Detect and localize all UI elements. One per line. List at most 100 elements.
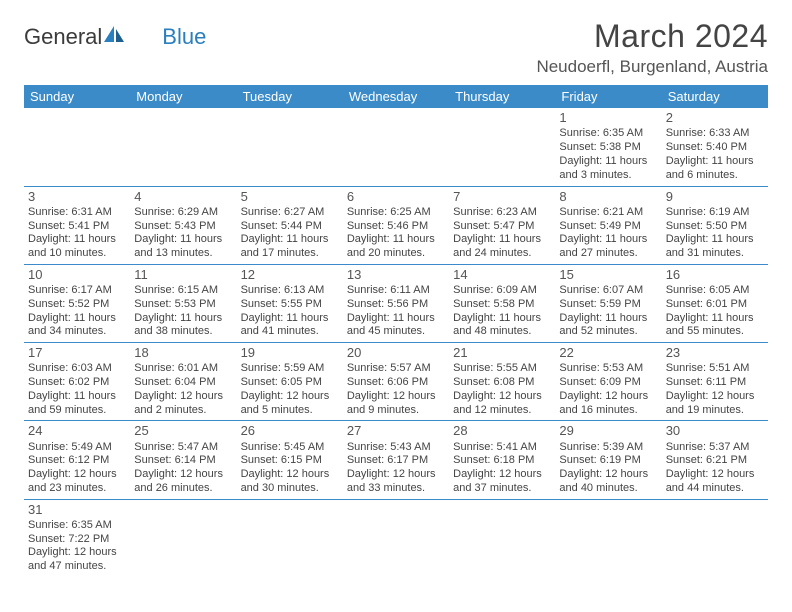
- day-number: 15: [559, 267, 657, 283]
- calendar-cell: 15Sunrise: 6:07 AMSunset: 5:59 PMDayligh…: [555, 264, 661, 342]
- sunrise-text: Sunrise: 5:39 AM: [559, 441, 657, 455]
- day-number: 11: [134, 267, 232, 283]
- calendar-cell: 5Sunrise: 6:27 AMSunset: 5:44 PMDaylight…: [237, 186, 343, 264]
- sunset-text: Sunset: 6:15 PM: [241, 454, 339, 468]
- sunset-text: Sunset: 6:17 PM: [347, 454, 445, 468]
- day2-text: and 44 minutes.: [666, 482, 764, 496]
- day2-text: and 31 minutes.: [666, 247, 764, 261]
- sunset-text: Sunset: 5:49 PM: [559, 220, 657, 234]
- calendar-cell: 31Sunrise: 6:35 AMSunset: 7:22 PMDayligh…: [24, 499, 130, 577]
- sunrise-text: Sunrise: 6:35 AM: [28, 519, 126, 533]
- sunrise-text: Sunrise: 6:33 AM: [666, 127, 764, 141]
- sunset-text: Sunset: 5:58 PM: [453, 298, 551, 312]
- sunset-text: Sunset: 6:21 PM: [666, 454, 764, 468]
- day-number: 27: [347, 423, 445, 439]
- day-number: 22: [559, 345, 657, 361]
- day-number: 12: [241, 267, 339, 283]
- day-number: 28: [453, 423, 551, 439]
- sunrise-text: Sunrise: 6:15 AM: [134, 284, 232, 298]
- calendar-cell: 8Sunrise: 6:21 AMSunset: 5:49 PMDaylight…: [555, 186, 661, 264]
- day-number: 20: [347, 345, 445, 361]
- day-number: 2: [666, 110, 764, 126]
- day1-text: Daylight: 11 hours: [347, 233, 445, 247]
- sunrise-text: Sunrise: 5:51 AM: [666, 362, 764, 376]
- sail-icon: [104, 24, 126, 50]
- day2-text: and 13 minutes.: [134, 247, 232, 261]
- calendar-cell: 21Sunrise: 5:55 AMSunset: 6:08 PMDayligh…: [449, 343, 555, 421]
- day2-text: and 47 minutes.: [28, 560, 126, 574]
- calendar-cell: 14Sunrise: 6:09 AMSunset: 5:58 PMDayligh…: [449, 264, 555, 342]
- sunset-text: Sunset: 5:50 PM: [666, 220, 764, 234]
- calendar-cell: 26Sunrise: 5:45 AMSunset: 6:15 PMDayligh…: [237, 421, 343, 499]
- calendar-cell: 1Sunrise: 6:35 AMSunset: 5:38 PMDaylight…: [555, 108, 661, 186]
- day1-text: Daylight: 11 hours: [559, 155, 657, 169]
- day1-text: Daylight: 11 hours: [453, 233, 551, 247]
- day-number: 26: [241, 423, 339, 439]
- calendar-cell: 19Sunrise: 5:59 AMSunset: 6:05 PMDayligh…: [237, 343, 343, 421]
- month-title: March 2024: [536, 18, 768, 55]
- sunrise-text: Sunrise: 5:55 AM: [453, 362, 551, 376]
- sunset-text: Sunset: 6:19 PM: [559, 454, 657, 468]
- calendar-cell: 23Sunrise: 5:51 AMSunset: 6:11 PMDayligh…: [662, 343, 768, 421]
- sunset-text: Sunset: 5:59 PM: [559, 298, 657, 312]
- sunset-text: Sunset: 6:12 PM: [28, 454, 126, 468]
- sunset-text: Sunset: 5:55 PM: [241, 298, 339, 312]
- title-block: March 2024 Neudoerfl, Burgenland, Austri…: [536, 18, 768, 77]
- day-header: Wednesday: [343, 85, 449, 108]
- sunrise-text: Sunrise: 5:47 AM: [134, 441, 232, 455]
- day-header: Sunday: [24, 85, 130, 108]
- day2-text: and 40 minutes.: [559, 482, 657, 496]
- day1-text: Daylight: 11 hours: [559, 233, 657, 247]
- sunrise-text: Sunrise: 6:03 AM: [28, 362, 126, 376]
- day-number: 3: [28, 189, 126, 205]
- day-number: 9: [666, 189, 764, 205]
- header: General Blue March 2024 Neudoerfl, Burge…: [24, 18, 768, 77]
- day1-text: Daylight: 11 hours: [134, 233, 232, 247]
- calendar-cell: 17Sunrise: 6:03 AMSunset: 6:02 PMDayligh…: [24, 343, 130, 421]
- sunrise-text: Sunrise: 6:29 AM: [134, 206, 232, 220]
- day1-text: Daylight: 12 hours: [559, 468, 657, 482]
- sunrise-text: Sunrise: 5:43 AM: [347, 441, 445, 455]
- sunrise-text: Sunrise: 6:11 AM: [347, 284, 445, 298]
- calendar-cell: 3Sunrise: 6:31 AMSunset: 5:41 PMDaylight…: [24, 186, 130, 264]
- brand-part2: Blue: [162, 24, 206, 50]
- day2-text: and 33 minutes.: [347, 482, 445, 496]
- sunset-text: Sunset: 5:46 PM: [347, 220, 445, 234]
- day1-text: Daylight: 12 hours: [241, 468, 339, 482]
- day1-text: Daylight: 12 hours: [28, 546, 126, 560]
- day2-text: and 5 minutes.: [241, 404, 339, 418]
- day1-text: Daylight: 12 hours: [347, 468, 445, 482]
- sunrise-text: Sunrise: 6:31 AM: [28, 206, 126, 220]
- day2-text: and 26 minutes.: [134, 482, 232, 496]
- calendar-table: SundayMondayTuesdayWednesdayThursdayFrid…: [24, 85, 768, 577]
- day1-text: Daylight: 12 hours: [453, 468, 551, 482]
- day-number: 8: [559, 189, 657, 205]
- calendar-week: 3Sunrise: 6:31 AMSunset: 5:41 PMDaylight…: [24, 186, 768, 264]
- calendar-body: 1Sunrise: 6:35 AMSunset: 5:38 PMDaylight…: [24, 108, 768, 577]
- day1-text: Daylight: 11 hours: [241, 233, 339, 247]
- day1-text: Daylight: 12 hours: [347, 390, 445, 404]
- day1-text: Daylight: 11 hours: [347, 312, 445, 326]
- day2-text: and 3 minutes.: [559, 169, 657, 183]
- day2-text: and 30 minutes.: [241, 482, 339, 496]
- sunset-text: Sunset: 6:02 PM: [28, 376, 126, 390]
- day2-text: and 37 minutes.: [453, 482, 551, 496]
- sunset-text: Sunset: 6:04 PM: [134, 376, 232, 390]
- calendar-week: 10Sunrise: 6:17 AMSunset: 5:52 PMDayligh…: [24, 264, 768, 342]
- sunrise-text: Sunrise: 6:21 AM: [559, 206, 657, 220]
- sunrise-text: Sunrise: 6:09 AM: [453, 284, 551, 298]
- day1-text: Daylight: 12 hours: [241, 390, 339, 404]
- calendar-cell: [449, 499, 555, 577]
- calendar-cell: [237, 108, 343, 186]
- calendar-cell: 7Sunrise: 6:23 AMSunset: 5:47 PMDaylight…: [449, 186, 555, 264]
- day-number: 4: [134, 189, 232, 205]
- day2-text: and 9 minutes.: [347, 404, 445, 418]
- calendar-cell: [449, 108, 555, 186]
- calendar-week: 24Sunrise: 5:49 AMSunset: 6:12 PMDayligh…: [24, 421, 768, 499]
- calendar-cell: 13Sunrise: 6:11 AMSunset: 5:56 PMDayligh…: [343, 264, 449, 342]
- calendar-cell: 29Sunrise: 5:39 AMSunset: 6:19 PMDayligh…: [555, 421, 661, 499]
- sunset-text: Sunset: 5:40 PM: [666, 141, 764, 155]
- calendar-week: 31Sunrise: 6:35 AMSunset: 7:22 PMDayligh…: [24, 499, 768, 577]
- day1-text: Daylight: 11 hours: [28, 233, 126, 247]
- sunset-text: Sunset: 7:22 PM: [28, 533, 126, 547]
